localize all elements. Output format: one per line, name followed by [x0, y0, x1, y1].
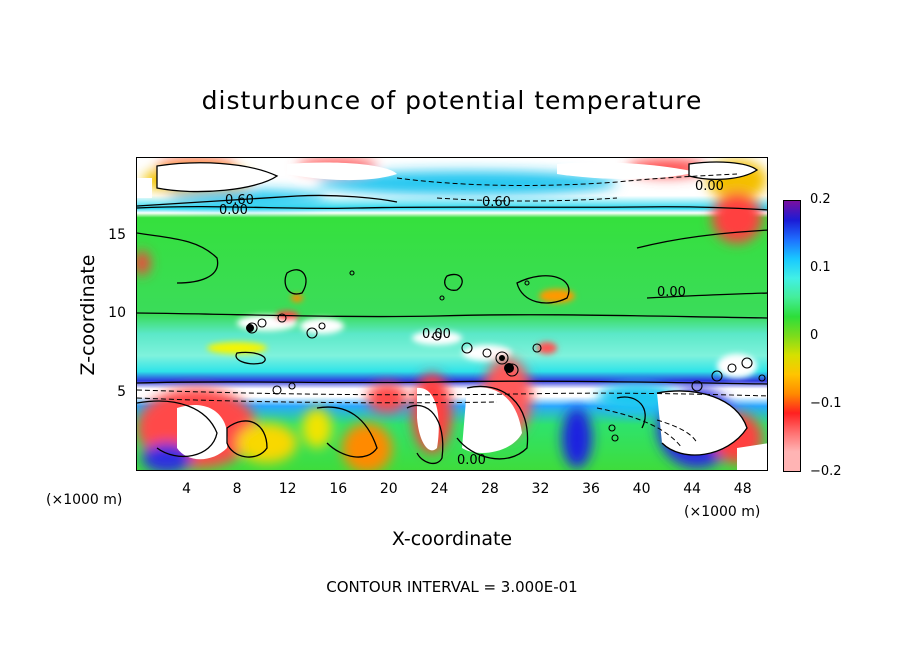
contour-lines — [137, 161, 767, 465]
contour-labels: 0.600.000.600.000.000.000.00 — [219, 179, 724, 468]
contour-interval-note: CONTOUR INTERVAL = 3.000E-01 — [326, 578, 578, 596]
y-axis-label: Z-coordinate — [77, 254, 99, 376]
contour-label: 0.00 — [422, 327, 451, 342]
x-tick-label: 16 — [329, 481, 348, 497]
colorbar-gradient — [784, 201, 800, 471]
upper-white-regions — [137, 162, 757, 198]
colorbar-tick-label: −0.1 — [810, 396, 842, 411]
y-tick-label: 5 — [117, 383, 126, 400]
contour-label: 0.00 — [457, 453, 486, 468]
x-tick-label: 4 — [182, 481, 191, 497]
x-tick-label: 8 — [232, 481, 242, 497]
contour-label: 0.00 — [219, 203, 248, 218]
x-tick-label: 48 — [733, 481, 752, 497]
x-tick-label: 32 — [531, 481, 550, 497]
x-axis-unit-left: (×1000 m) — [46, 492, 123, 508]
x-axis-label: X-coordinate — [391, 528, 513, 550]
colorbar-tick-label: 0.2 — [810, 192, 831, 207]
colorbar-tick-label: −0.2 — [810, 464, 842, 479]
mid-layer-field — [207, 289, 757, 378]
x-tick-label: 44 — [683, 481, 702, 497]
x-tick-label: 20 — [379, 481, 398, 497]
y-tick-label: 10 — [108, 305, 126, 321]
small-closed-contours — [246, 270, 766, 442]
colorbar-tick-label: 0 — [810, 328, 819, 343]
dashed-contours — [137, 173, 767, 449]
plot-area: 0.60 0.00 0.60 0.00 0.00 0.00 0.00 — [136, 157, 768, 471]
colorbar — [783, 200, 801, 472]
x-tick-label: 28 — [480, 481, 499, 497]
contour-label: 0.60 — [225, 193, 254, 208]
x-tick-label: 24 — [430, 481, 449, 497]
x-tick-label: 36 — [582, 481, 600, 497]
lower-white-regions — [177, 387, 767, 470]
chart-title: disturbunce of potential temperature — [201, 86, 703, 115]
contour-dots — [246, 324, 514, 373]
x-tick-label: 40 — [632, 481, 651, 497]
x-tick-label: 12 — [278, 481, 297, 497]
y-axis-unit-right: (×1000 m) — [684, 504, 761, 520]
y-tick-label: 15 — [108, 226, 126, 243]
contour-label: 0.00 — [657, 285, 686, 300]
contour-label: 0.00 — [695, 179, 724, 194]
colorbar-tick-label: 0.1 — [810, 260, 831, 275]
contour-label: 0.60 — [482, 195, 511, 210]
